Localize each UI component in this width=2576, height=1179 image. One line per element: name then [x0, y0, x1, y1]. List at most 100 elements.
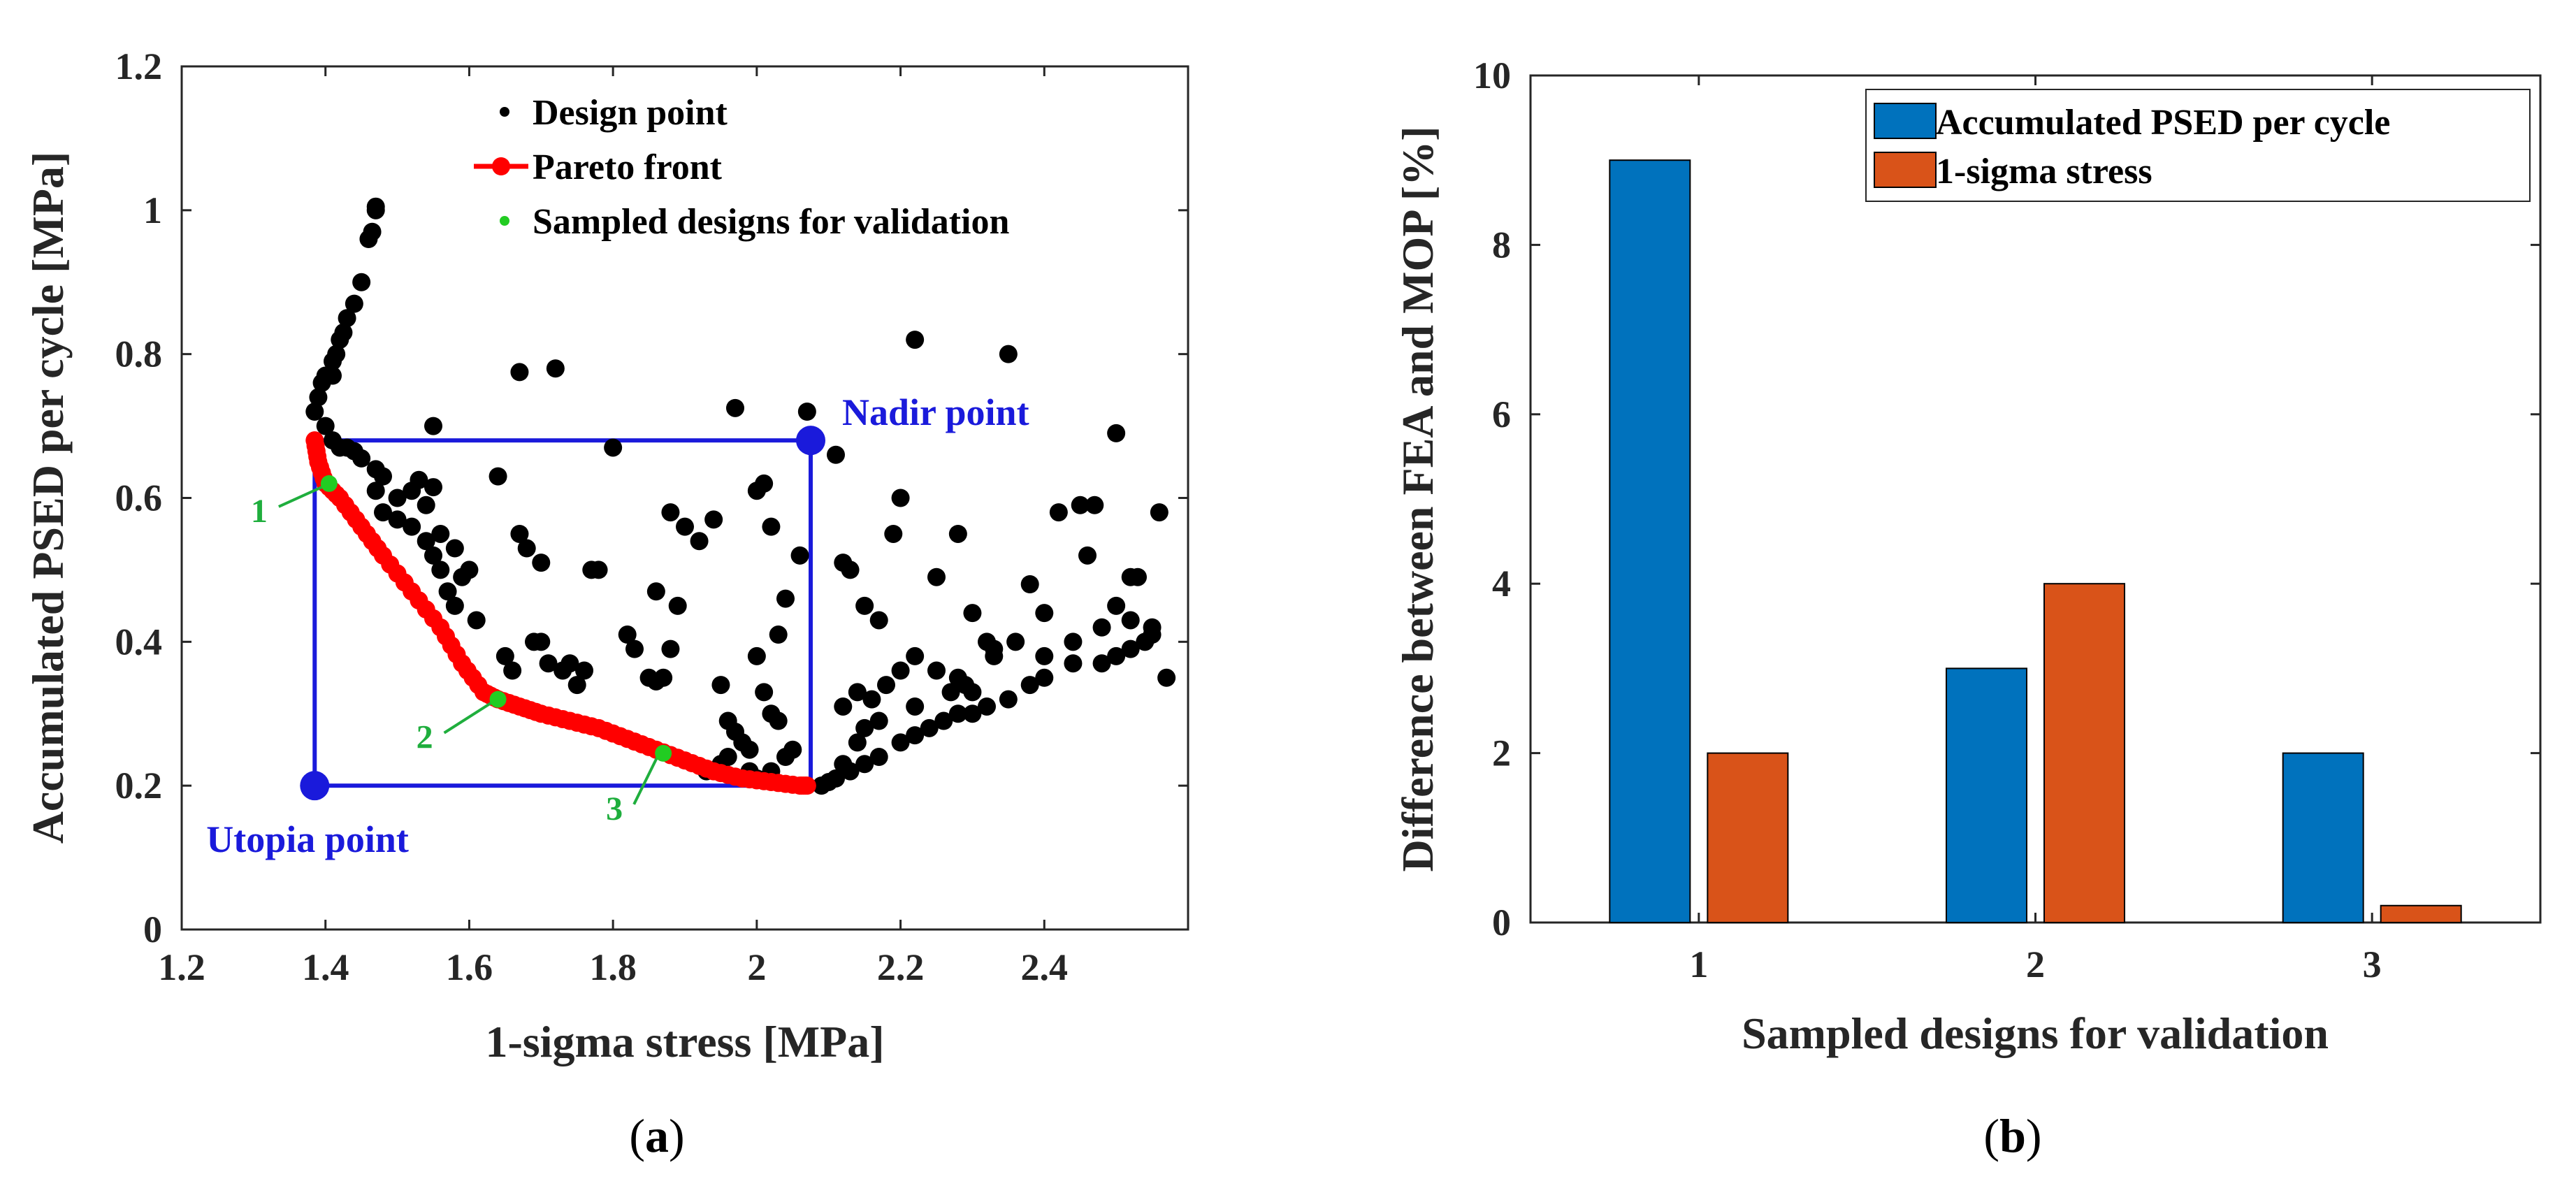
y-tick-label-b: 4	[1492, 563, 1511, 605]
design-point	[891, 661, 910, 680]
design-point	[790, 546, 809, 565]
design-point	[963, 704, 982, 723]
design-point	[978, 697, 996, 716]
design-point	[532, 554, 551, 572]
bar-sigma-1	[1707, 752, 1789, 923]
design-point	[445, 596, 464, 615]
design-point	[855, 755, 874, 774]
design-point	[388, 489, 407, 507]
y-tick-label-b: 8	[1492, 224, 1511, 266]
y-axis-label-a: Accumulated PSED per cycle [MPa]	[23, 152, 73, 844]
design-point	[1107, 646, 1126, 665]
design-point	[877, 676, 895, 695]
design-point	[906, 331, 925, 349]
design-point	[834, 697, 853, 716]
utopia-point-marker	[300, 771, 330, 801]
legend-box-b	[1865, 89, 2531, 202]
design-point	[388, 510, 407, 529]
design-point	[352, 449, 371, 468]
design-point	[827, 445, 845, 464]
design-point	[334, 323, 353, 342]
design-point	[403, 517, 421, 536]
design-point	[661, 639, 680, 658]
design-point	[704, 510, 723, 529]
design-point	[345, 294, 363, 313]
design-point	[941, 683, 960, 702]
design-point	[625, 639, 644, 658]
design-point	[510, 363, 529, 382]
legend-marker-pareto	[492, 157, 510, 175]
design-point	[869, 748, 888, 766]
y-tick-label-a: 0.2	[115, 765, 163, 807]
design-point	[711, 676, 730, 695]
design-point	[431, 524, 450, 543]
design-point	[1143, 625, 1162, 644]
sampled-point	[655, 744, 672, 762]
design-point	[1006, 632, 1025, 651]
design-point	[489, 467, 507, 486]
sampled-point	[489, 690, 507, 708]
design-point	[338, 309, 356, 328]
x-tick-label-a: 1.2	[158, 946, 205, 988]
design-point	[352, 273, 371, 291]
design-point	[374, 467, 392, 486]
bar-psed-2	[1946, 667, 2027, 924]
design-point	[532, 632, 551, 651]
design-point	[906, 726, 925, 745]
design-point	[438, 582, 457, 601]
y-tick-label-a: 1.2	[115, 45, 163, 87]
design-point	[1121, 611, 1140, 630]
pareto-point	[797, 776, 816, 795]
bar-sigma-3	[2380, 904, 2462, 924]
design-point	[1035, 668, 1054, 687]
y-axis-label-b: Difference between FEA and MOP [%]	[1393, 126, 1442, 871]
design-point	[1121, 639, 1140, 658]
design-point	[1085, 496, 1104, 514]
x-tick-label-b: 2	[2026, 943, 2045, 985]
design-point	[424, 478, 442, 497]
x-ticks-a: 1.2 1.4 1.6 1.8 2 2.2 2.4	[158, 66, 1068, 988]
sampled-label: 2	[417, 719, 433, 756]
x-axis-label-a: 1-sigma stress [MPa]	[485, 1017, 884, 1066]
design-point	[327, 345, 346, 363]
x-tick-label-b: 3	[2363, 943, 2382, 985]
design-point	[1049, 503, 1068, 522]
design-point	[1157, 668, 1176, 687]
design-point	[417, 532, 435, 551]
x-axis-label-b: Sampled designs for validation	[1742, 1008, 2329, 1058]
x-tick-label-a: 1.4	[302, 946, 349, 988]
y-tick-label-a: 0.4	[115, 621, 163, 663]
sampled-label: 1	[251, 493, 268, 530]
design-point	[920, 718, 939, 737]
panel-label-b: (b)	[1983, 1109, 2041, 1162]
utopia-point-label: Utopia point	[206, 818, 409, 860]
design-point	[891, 733, 910, 752]
x-ticks-b: 1 2 3	[1689, 75, 2382, 985]
design-point	[747, 482, 766, 500]
legend-marker-sampled	[500, 216, 509, 226]
design-point	[963, 604, 982, 623]
x-tick-label-a: 2.2	[877, 946, 925, 988]
utopia-nadir-box	[312, 438, 813, 788]
design-point	[445, 539, 464, 558]
pareto-front	[305, 431, 816, 795]
design-point	[1092, 654, 1111, 673]
design-point	[891, 489, 910, 507]
panel-label-a: (a)	[629, 1109, 684, 1162]
design-point	[1035, 604, 1054, 623]
design-point	[366, 197, 385, 216]
nadir-point-label: Nadir point	[842, 391, 1029, 433]
design-point	[776, 748, 795, 766]
x-tick-label-a: 1.8	[589, 946, 637, 988]
design-point	[467, 611, 486, 630]
design-point	[927, 567, 946, 586]
design-point	[1092, 618, 1111, 637]
sampled-point	[320, 475, 338, 492]
design-point	[769, 625, 788, 644]
design-point	[363, 222, 382, 241]
design-point	[324, 366, 342, 385]
design-point	[431, 560, 450, 579]
y-tick-label-b: 2	[1492, 732, 1511, 774]
